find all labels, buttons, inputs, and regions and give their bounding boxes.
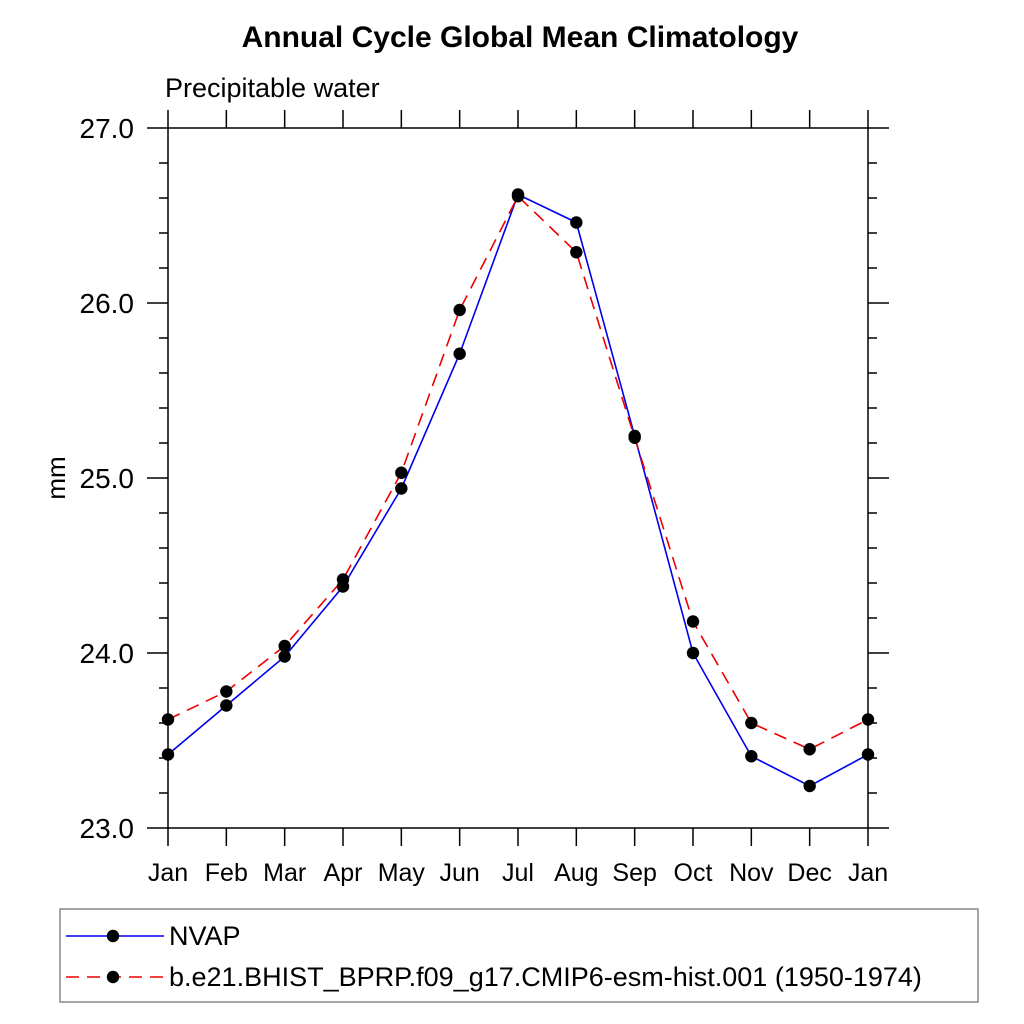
data-point-0-Feb <box>220 699 233 712</box>
data-point-1-Nov <box>745 716 758 730</box>
plot-frame <box>167 127 869 829</box>
x-tick-label: Dec <box>787 859 831 887</box>
legend-label-model: b.e21.BHIST_BPRP.f09_g17.CMIP6-esm-hist.… <box>169 962 922 992</box>
data-point-1-Oct <box>686 615 700 628</box>
data-point-1-Dec <box>803 743 816 756</box>
series-line-0 <box>167 193 869 787</box>
y-tick-label: 26.0 <box>80 288 135 319</box>
data-point-1-Mar <box>278 639 291 653</box>
data-point-1-May <box>395 466 408 479</box>
legend: NVAP b.e21.BHIST_BPRP.f09_g17.CMIP6-esm-… <box>59 908 979 1003</box>
data-point-0-Oct <box>686 646 700 660</box>
y-tick-label: 23.0 <box>80 813 135 844</box>
x-tick-label: Mar <box>263 859 306 887</box>
legend-box <box>59 908 979 1003</box>
legend-label-nvap: NVAP <box>169 921 241 951</box>
x-tick-label: Jun <box>440 859 480 887</box>
y-tick-label: 24.0 <box>80 638 135 669</box>
x-tick-label: Jan <box>148 859 188 887</box>
data-point-1-Jul <box>511 190 525 203</box>
data-point-1-Jun <box>453 303 466 317</box>
data-point-0-Jan <box>861 748 875 761</box>
data-point-1-Jan <box>161 713 175 726</box>
x-tick-label: Apr <box>324 859 363 887</box>
x-tick-label: Jan <box>848 859 888 887</box>
x-tick-label: Oct <box>674 859 713 887</box>
data-point-0-Jan <box>161 748 175 761</box>
x-tick-label: Aug <box>554 859 598 887</box>
plot-area: Jan Feb Mar Apr May Jun Jul Aug Sep Oct Nov Dec Jan 2… <box>80 110 889 887</box>
legend-marker-dot <box>106 970 120 984</box>
legend-item-nvap: NVAP <box>66 921 241 951</box>
data-point-0-May <box>395 482 408 495</box>
x-tick-label: Jul <box>502 859 534 887</box>
data-point-1-Apr <box>336 573 350 586</box>
x-tick-label: Nov <box>729 859 774 887</box>
x-tick-label: May <box>378 859 426 887</box>
x-tick-label: Sep <box>612 859 656 887</box>
data-point-1-Feb <box>220 685 233 698</box>
data-point-1-Jan <box>861 713 875 726</box>
x-tick-label: Feb <box>205 859 248 887</box>
data-point-1-Aug <box>570 246 583 259</box>
data-point-0-Mar <box>278 650 291 663</box>
y-axis-label: mm <box>41 456 71 499</box>
data-point-0-Dec <box>803 779 816 793</box>
y-tick-label: 27.0 <box>80 113 135 144</box>
legend-item-model: b.e21.BHIST_BPRP.f09_g17.CMIP6-esm-hist.… <box>66 962 922 992</box>
data-point-0-Jun <box>453 347 466 360</box>
chart-subtitle: Precipitable water <box>165 73 380 103</box>
data-point-1-Sep <box>628 431 641 444</box>
data-point-0-Aug <box>570 216 583 229</box>
data-point-0-Nov <box>745 750 758 763</box>
legend-marker-dot <box>106 929 120 943</box>
chart-title: Annual Cycle Global Mean Climatology <box>242 21 799 54</box>
y-tick-label: 25.0 <box>80 463 135 494</box>
